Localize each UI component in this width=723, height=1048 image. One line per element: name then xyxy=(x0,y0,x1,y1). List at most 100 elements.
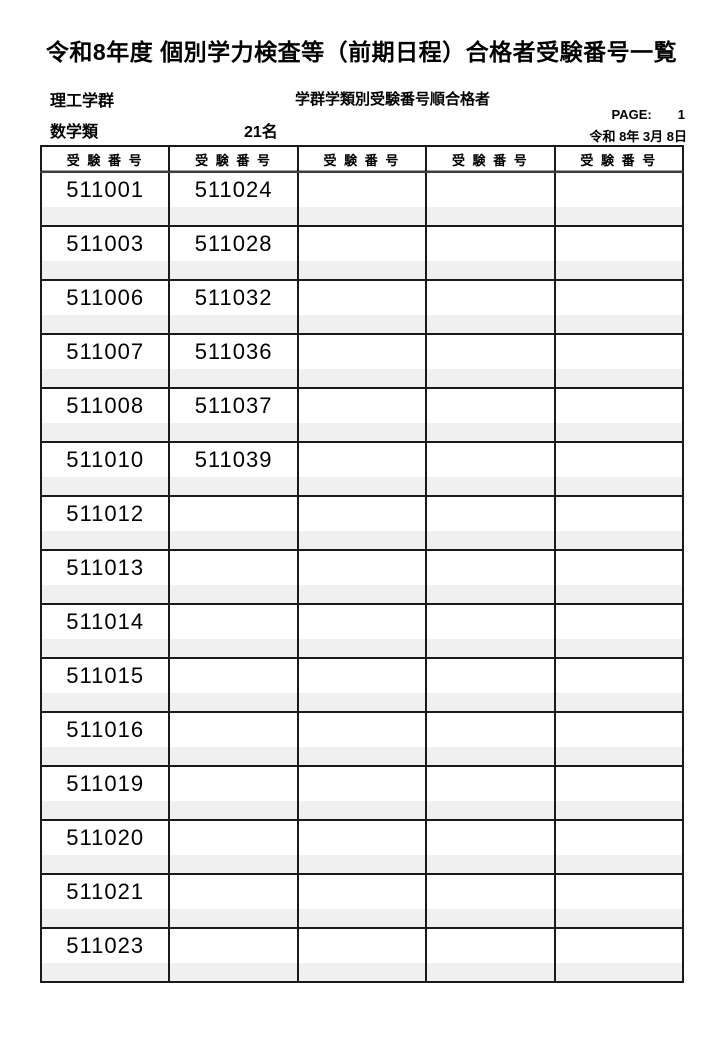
table-row: 511006 511032 xyxy=(39,279,685,335)
table-row: 511015 xyxy=(39,657,685,713)
page-title: 令和8年度 個別学力検査等（前期日程）合格者受験番号一覧 xyxy=(45,39,678,65)
table-body: 511001 511024 511003 511028 511006 511032 5110… xyxy=(39,171,685,983)
examinee-cell xyxy=(296,657,428,713)
examinee-number xyxy=(427,821,554,855)
row-stripe xyxy=(427,423,554,441)
examinee-cell xyxy=(296,387,428,443)
examinee-number: 511036 xyxy=(170,335,297,369)
examinee-cell: 511037 xyxy=(168,387,299,443)
examinee-cell: 511007 xyxy=(39,333,171,389)
examinee-number xyxy=(427,281,554,315)
examinee-cell: 511006 xyxy=(39,279,171,335)
examinee-number: 511024 xyxy=(170,173,297,207)
examinee-cell xyxy=(296,495,428,551)
examinee-cell: 511010 xyxy=(39,441,171,497)
examinee-number xyxy=(170,605,297,639)
examinee-number: 511013 xyxy=(42,551,169,585)
row-stripe xyxy=(427,747,554,765)
examinee-cell xyxy=(425,657,556,713)
examinee-number xyxy=(298,821,426,855)
row-stripe xyxy=(298,261,426,279)
table-row: 511021 xyxy=(39,873,685,929)
examinee-number: 511016 xyxy=(42,713,169,747)
column-header-cell: 受 験 番 号 xyxy=(553,145,685,173)
examinee-number: 511007 xyxy=(42,335,169,369)
examinee-number xyxy=(427,497,554,531)
row-stripe xyxy=(298,801,426,819)
examinee-cell xyxy=(296,333,428,389)
row-stripe xyxy=(42,315,169,333)
examinee-number xyxy=(555,605,682,639)
row-stripe xyxy=(42,639,169,657)
examinee-number xyxy=(555,821,682,855)
row-stripe xyxy=(170,693,297,711)
examinee-cell: 511014 xyxy=(39,603,171,659)
row-stripe xyxy=(298,423,426,441)
row-stripe xyxy=(42,585,169,603)
examinee-number xyxy=(427,335,554,369)
examinee-cell: 511036 xyxy=(168,333,299,389)
row-stripe xyxy=(170,963,297,981)
examinee-cell xyxy=(425,819,556,875)
examinee-number xyxy=(555,389,682,423)
examinee-number xyxy=(427,227,554,261)
examinee-cell xyxy=(425,711,556,767)
examinee-number xyxy=(427,389,554,423)
examinee-number: 511028 xyxy=(170,227,297,261)
examinee-cell xyxy=(553,765,685,821)
examinee-cell xyxy=(296,927,428,983)
examinee-cell xyxy=(296,603,428,659)
examinee-number xyxy=(427,551,554,585)
examinee-cell xyxy=(168,657,299,713)
row-stripe xyxy=(427,693,554,711)
table-row: 511003 511028 xyxy=(39,225,685,281)
examinee-cell xyxy=(553,819,685,875)
table-header-row: 受 験 番 号受 験 番 号受 験 番 号受 験 番 号受 験 番 号 xyxy=(39,145,685,173)
examinee-number xyxy=(298,227,426,261)
column-header-cell: 受 験 番 号 xyxy=(425,145,556,173)
examinee-cell: 511020 xyxy=(39,819,171,875)
column-header-cell: 受 験 番 号 xyxy=(39,145,171,173)
examinee-cell xyxy=(168,927,299,983)
examinee-number xyxy=(555,335,682,369)
examinee-number: 511008 xyxy=(42,389,169,423)
examinee-number xyxy=(298,713,426,747)
examinee-number: 511003 xyxy=(42,227,169,261)
table-row: 511020 xyxy=(39,819,685,875)
row-stripe xyxy=(555,423,682,441)
page-indicator: PAGE: 1 xyxy=(612,107,685,122)
examinee-number xyxy=(427,605,554,639)
examinee-cell: 511001 xyxy=(39,171,171,227)
page-label: PAGE: xyxy=(611,107,652,122)
row-stripe xyxy=(170,801,297,819)
list-type-label: 学群学類別受験番号順合格者 xyxy=(295,91,491,108)
examinee-number: 511021 xyxy=(42,875,169,909)
examinee-number xyxy=(298,497,426,531)
row-stripe xyxy=(42,855,169,873)
examinee-number xyxy=(427,767,554,801)
examinee-number xyxy=(298,767,426,801)
row-stripe xyxy=(427,639,554,657)
examinee-number xyxy=(555,659,682,693)
count-label: 21名 xyxy=(244,124,278,141)
examinee-number xyxy=(298,281,426,315)
row-stripe xyxy=(42,477,169,495)
examinee-number xyxy=(555,227,682,261)
row-stripe xyxy=(555,909,682,927)
examinee-cell xyxy=(168,495,299,551)
table-row: 511007 511036 xyxy=(39,333,685,389)
examinee-cell xyxy=(425,171,556,227)
row-stripe xyxy=(42,693,169,711)
examinee-cell xyxy=(553,279,685,335)
row-stripe xyxy=(42,801,169,819)
examinee-cell xyxy=(553,549,685,605)
date-label: 令和 8年 3月 8日 xyxy=(589,129,687,144)
examinee-cell: 511039 xyxy=(168,441,299,497)
row-stripe xyxy=(555,369,682,387)
examinee-cell xyxy=(168,549,299,605)
examinee-cell xyxy=(425,387,556,443)
examinee-cell xyxy=(553,495,685,551)
row-stripe xyxy=(298,855,426,873)
examinee-number: 511010 xyxy=(42,443,169,477)
